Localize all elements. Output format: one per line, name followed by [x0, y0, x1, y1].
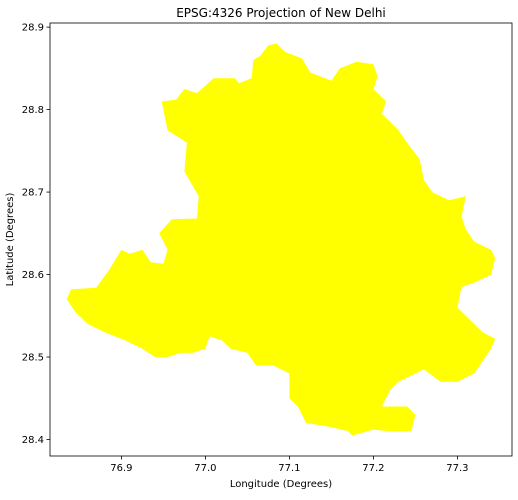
x-tick-label: 77.3 — [446, 463, 468, 474]
y-axis-label: Latitude (Degrees) — [5, 193, 16, 287]
x-axis-ticks: 76.9 77.0 77.1 77.2 77.3 — [110, 456, 468, 474]
y-tick-label: 28.7 — [22, 188, 44, 199]
y-tick-label: 28.5 — [22, 353, 44, 364]
x-tick-label: 76.9 — [110, 463, 132, 474]
y-tick-label: 28.6 — [22, 270, 44, 281]
x-tick-label: 77.0 — [194, 463, 216, 474]
x-tick-label: 77.2 — [362, 463, 384, 474]
y-tick-label: 28.4 — [22, 435, 44, 446]
y-axis-ticks: 28.4 28.5 28.6 28.7 28.8 28.9 — [22, 23, 50, 446]
x-axis-label: Longitude (Degrees) — [230, 479, 332, 490]
y-tick-label: 28.8 — [22, 105, 44, 116]
y-tick-label: 28.9 — [22, 23, 44, 34]
chart-title: EPSG:4326 Projection of New Delhi — [176, 6, 386, 20]
x-tick-label: 77.1 — [278, 463, 300, 474]
